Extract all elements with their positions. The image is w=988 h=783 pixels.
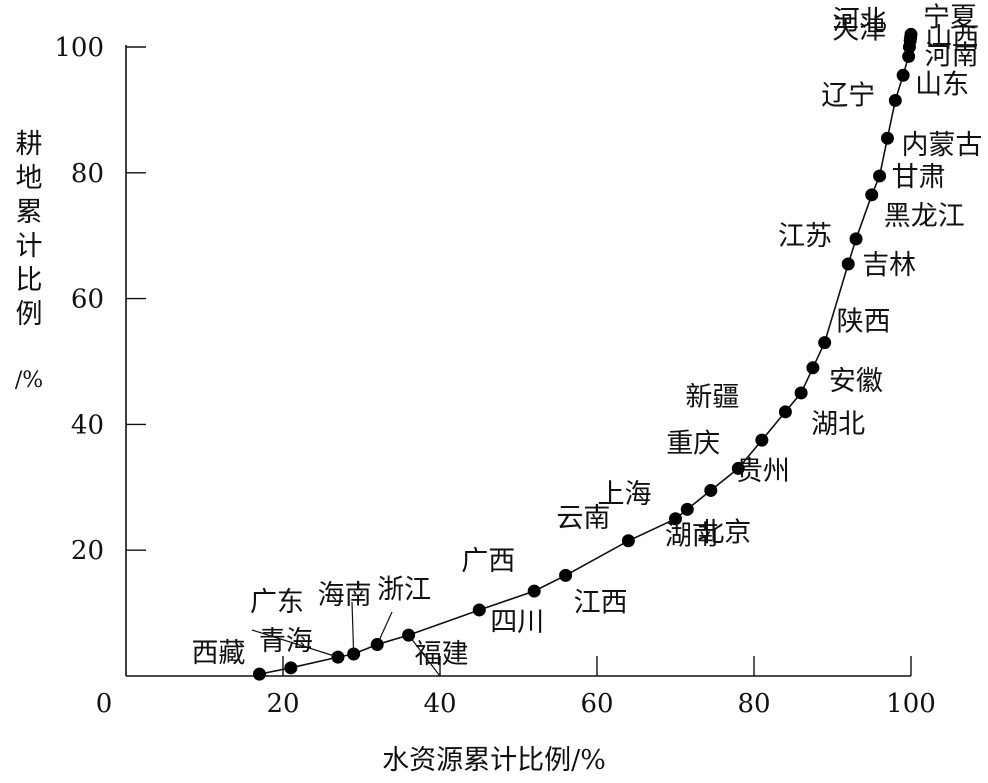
data-point <box>896 68 910 82</box>
y-tick-label: 60 <box>71 285 104 315</box>
y-tick-label: 40 <box>71 410 104 440</box>
point-label: 甘肃 <box>892 162 946 193</box>
point-label: 湖北 <box>811 409 865 440</box>
point-label: 广东 <box>250 587 304 618</box>
data-point <box>806 361 820 375</box>
point-label: 河北 <box>833 6 887 37</box>
axes <box>125 45 911 677</box>
x-tick-label: 20 <box>266 689 299 719</box>
point-label: 山西 <box>925 23 979 54</box>
data-point <box>731 461 745 475</box>
data-point <box>818 336 832 350</box>
x-tick-label: 0 <box>96 689 113 719</box>
data-point <box>559 568 573 582</box>
data-point <box>778 405 792 419</box>
data-point <box>888 93 902 107</box>
y-tick-label: 100 <box>54 33 104 63</box>
point-label: 青海 <box>259 626 313 657</box>
point-label: 湖南 <box>665 520 719 551</box>
point-label: 贵州 <box>736 456 790 487</box>
data-point <box>527 584 541 598</box>
data-point <box>669 512 682 526</box>
point-label: 安徽 <box>829 366 883 397</box>
point-label: 内蒙古 <box>901 130 982 161</box>
point-label: 浙江 <box>377 575 431 606</box>
y-axis-unit: /% <box>14 368 44 393</box>
point-label: 吉林 <box>862 250 916 281</box>
point-label: 北京 <box>697 517 751 548</box>
data-point <box>284 661 298 675</box>
point-label: 云南 <box>556 503 610 534</box>
data-point <box>472 603 486 617</box>
point-label: 辽宁 <box>821 80 875 111</box>
trend-curve <box>259 34 912 675</box>
label-leader-line <box>251 629 339 658</box>
data-point <box>794 386 808 400</box>
data-point <box>880 131 894 145</box>
data-point <box>849 232 863 246</box>
point-label: 四川 <box>490 607 544 638</box>
point-label: 江苏 <box>778 221 832 252</box>
point-label: 江西 <box>574 587 628 618</box>
point-label: 广西 <box>461 546 515 577</box>
point-label: 黑龙江 <box>884 201 965 232</box>
y-tick-label: 20 <box>71 536 104 566</box>
data-point <box>621 534 635 548</box>
point-label: 河南 <box>925 40 979 71</box>
data-point <box>904 27 918 41</box>
x-axis-title: 水资源累计比例/% <box>382 745 606 776</box>
point-label: 山东 <box>915 69 969 100</box>
y-tick-label: 80 <box>71 159 104 189</box>
x-tick-label: 80 <box>737 689 770 719</box>
ticks: 0 20 40 60 80 100 20 40 60 80 100 <box>54 33 935 719</box>
data-point <box>755 433 769 447</box>
label-leader-line <box>376 611 393 645</box>
data-point <box>865 188 879 202</box>
data-point <box>680 502 694 516</box>
label-leader-line <box>408 634 441 677</box>
x-tick-label: 100 <box>886 689 936 719</box>
point-label: 陕西 <box>837 307 891 338</box>
label-leader-line <box>351 601 355 655</box>
point-label: 宁夏 <box>923 2 977 33</box>
point-label: 海南 <box>318 580 372 611</box>
data-point <box>902 49 916 63</box>
data-point <box>841 257 855 271</box>
point-label: 上海 <box>598 479 652 510</box>
data-point <box>704 483 718 497</box>
point-label: 西藏 <box>191 638 245 669</box>
point-label: 重庆 <box>666 428 720 459</box>
point-label: 新疆 <box>685 382 739 413</box>
y-axis-title: 耕地累计比例 <box>15 129 43 330</box>
point-label: 福建 <box>415 639 469 670</box>
data-point <box>873 169 887 183</box>
data-point <box>252 667 266 681</box>
x-tick-label: 60 <box>580 689 613 719</box>
point-label: 天津 <box>832 15 886 46</box>
x-tick-label: 40 <box>423 689 456 719</box>
